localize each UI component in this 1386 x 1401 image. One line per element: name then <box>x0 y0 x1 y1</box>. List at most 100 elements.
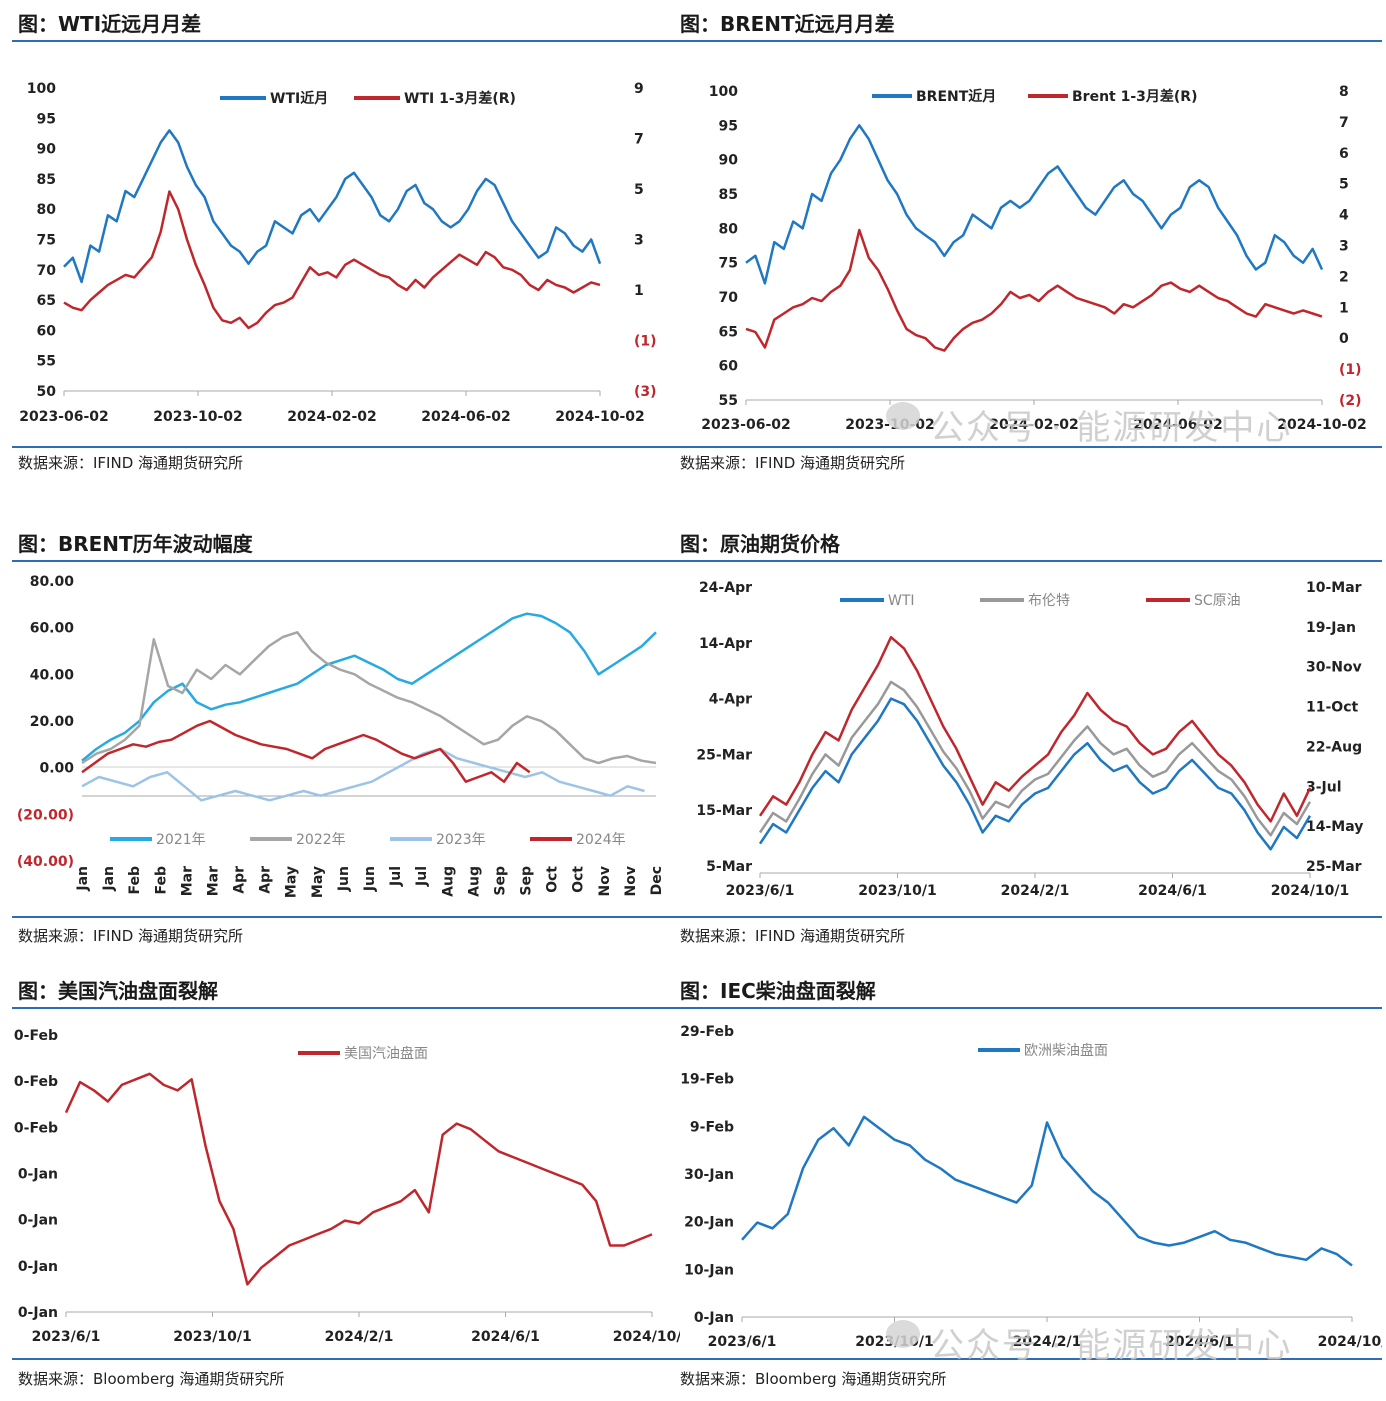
chart-title: 图：BRENT历年波动幅度 <box>18 532 253 556</box>
panel-crude-futures: 图：原油期货价格 5-Mar 15-Mar 25-Mar 4-Apr 14-Apr 24-… <box>674 528 1382 958</box>
y-left-tick-label: 0.00 <box>39 761 74 777</box>
panel-brent-vol: 图：BRENT历年波动幅度 (40.00) (20.00) 0.00 20.00 40.… <box>12 528 680 958</box>
series-line-3 <box>81 747 645 802</box>
series-line-2 <box>745 228 1323 352</box>
x-tick-label: Oct <box>545 866 561 893</box>
x-tick-label: Feb <box>127 866 143 895</box>
x-tick-label: Jun <box>362 866 378 892</box>
legend-label: BRENT近月 <box>916 88 996 105</box>
panel-iec-diesel: 图：IEC柴油盘面裂解 0-Jan 10-Jan 20-Jan 30-Jan 9-Feb… <box>674 975 1382 1395</box>
y-right-tick-label: 8 <box>1339 84 1349 100</box>
source-note: 数据来源：Bloomberg 海通期货研究所 <box>18 1370 285 1388</box>
x-tick-label: May <box>310 866 326 898</box>
chart-wti: 50 55 60 65 70 75 80 85 90 95 100 (3) (1) 1 3 5 7 9 2023-0… <box>19 81 657 425</box>
chart-title: 图：WTI近远月月差 <box>18 12 202 36</box>
x-tick-label: 2024/10/1 <box>1271 883 1349 899</box>
y-left-tick-label: 20-Jan <box>684 1215 734 1231</box>
series-line-2 <box>81 631 657 765</box>
chart-crude-futures: 5-Mar 15-Mar 25-Mar 4-Apr 14-Apr 24-Apr 25-Mar… <box>696 580 1363 899</box>
y-left-tick-label: 70 <box>719 290 739 306</box>
x-tick-label: 2024/6/1 <box>1165 1334 1234 1350</box>
y-right-tick-label: 19-Jan <box>1306 620 1356 636</box>
source-rule <box>674 916 1382 918</box>
x-tick-label: 2024-10-02 <box>1277 417 1367 433</box>
wechat-icon <box>886 402 920 430</box>
series-line-4 <box>81 719 531 783</box>
y-left-tick-label: 50 <box>37 384 57 400</box>
legend-label: 美国汽油盘面 <box>344 1045 428 1062</box>
y-right-tick-label: 10-Mar <box>1306 580 1362 596</box>
y-left-tick-label: 0-Feb <box>14 1028 58 1044</box>
legend-label: 2021年 <box>156 832 206 848</box>
x-tick-label: Dec <box>649 866 665 895</box>
x-tick-label: 2023/6/1 <box>708 1334 777 1350</box>
y-left-tick-label: 20.00 <box>30 714 75 730</box>
legend-label: WTI近月 <box>270 90 328 107</box>
x-tick-label: Apr <box>258 866 274 894</box>
y-left-tick-label: 75 <box>37 233 56 249</box>
y-left-tick-label: 55 <box>719 393 738 409</box>
wechat-icon <box>886 1320 920 1348</box>
panel-wti: 图：WTI近远月月差 50 55 60 65 70 75 80 85 90 95 100 (3) (1)… <box>12 8 680 478</box>
chart-brent: 55 60 65 70 75 80 85 90 95 100 (2) (1) 0 1 2 3 4 5 6 7 8 2023… <box>701 84 1367 433</box>
y-left-tick-label: 0-Feb <box>14 1074 58 1090</box>
series-line-1 <box>81 612 657 762</box>
x-tick-label: 2024/6/1 <box>1138 883 1207 899</box>
x-tick-label: 2024/2/1 <box>1001 883 1070 899</box>
y-left-tick-label: 95 <box>719 118 738 134</box>
y-left-tick-label: 5-Mar <box>706 859 752 875</box>
y-left-tick-label: 90 <box>37 142 57 158</box>
y-left-tick-label: 4-Apr <box>709 692 752 708</box>
x-tick-label: Jun <box>336 866 352 892</box>
y-left-tick-label: 0-Jan <box>18 1259 58 1275</box>
title-rule <box>674 1007 1382 1009</box>
y-left-tick-label: 100 <box>27 81 56 97</box>
title-rule <box>12 560 680 562</box>
x-tick-label: Jan <box>101 866 117 892</box>
series-line-2 <box>63 190 601 330</box>
panel-us-gasoline: 图：美国汽油盘面裂解 0-Jan 0-Jan 0-Jan 0-Jan 0-Feb 0-Fe… <box>12 975 680 1395</box>
y-left-tick-label: (40.00) <box>17 854 74 870</box>
x-tick-label: Jul <box>388 866 404 887</box>
x-tick-label: Nov <box>597 866 613 896</box>
y-left-tick-label: 60.00 <box>30 621 75 637</box>
chart-title: 图：美国汽油盘面裂解 <box>18 979 218 1003</box>
title-rule <box>12 1007 680 1009</box>
x-tick-label: Nov <box>623 866 639 896</box>
y-left-tick-label: 60 <box>719 359 739 375</box>
y-right-tick-label: 6 <box>1339 146 1349 162</box>
y-right-tick-label: 5 <box>634 182 644 198</box>
x-tick-label: Jan <box>75 866 91 892</box>
source-rule <box>12 916 680 918</box>
y-right-tick-label: 25-Mar <box>1306 859 1362 875</box>
legend-label: SC原油 <box>1194 593 1241 609</box>
watermark: 公众号 · 能源研发中心 <box>930 1326 1293 1366</box>
chart-title: 图：BRENT近远月月差 <box>680 12 895 36</box>
legend-label: 布伦特 <box>1028 593 1070 609</box>
x-tick-label: Sep <box>519 866 535 896</box>
source-rule <box>674 1358 1382 1360</box>
title-rule <box>674 40 1382 42</box>
y-left-tick-label: 25-Mar <box>696 747 752 763</box>
watermark: 公众号 · 能源研发中心 <box>930 408 1293 448</box>
source-rule <box>674 446 1382 448</box>
x-tick-label: Feb <box>153 866 169 895</box>
source-rule <box>12 446 680 448</box>
x-tick-label: Oct <box>571 866 587 893</box>
y-left-tick-label: 80 <box>719 221 739 237</box>
series-line-1 <box>741 1115 1353 1267</box>
chart-title: 图：IEC柴油盘面裂解 <box>680 979 876 1003</box>
chart-title: 图：原油期货价格 <box>680 532 840 556</box>
y-right-tick-label: 22-Aug <box>1306 739 1362 755</box>
panel-brent: 图：BRENT近远月月差 55 60 65 70 75 80 85 90 95 100 (2) (1)… <box>674 8 1382 478</box>
x-tick-label: 2023/10/1 <box>173 1329 251 1345</box>
y-right-tick-label: 3-Jul <box>1306 779 1342 795</box>
series-line-1 <box>745 124 1324 285</box>
y-left-tick-label: 19-Feb <box>680 1072 734 1088</box>
y-left-tick-label: 40.00 <box>30 667 75 683</box>
y-right-tick-label: (3) <box>634 384 657 400</box>
x-tick-label: May <box>284 866 300 898</box>
y-left-tick-label: 10-Jan <box>684 1262 734 1278</box>
source-note: 数据来源：Bloomberg 海通期货研究所 <box>680 1370 947 1388</box>
y-right-tick-label: 14-May <box>1306 819 1363 835</box>
